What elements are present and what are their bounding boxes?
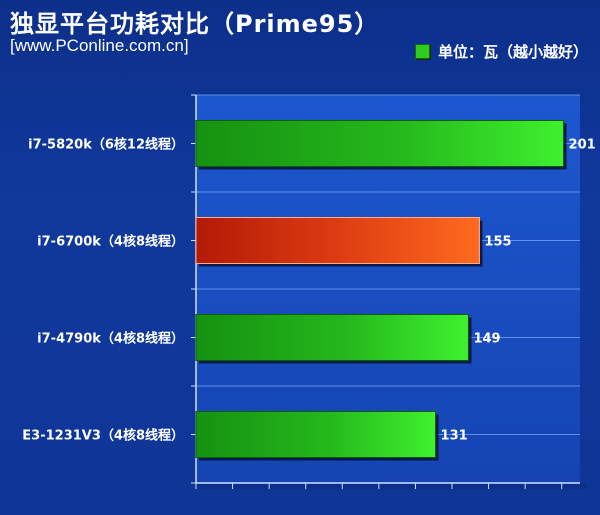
bar	[195, 411, 437, 458]
value-label: 201	[569, 138, 596, 153]
category-label: i7-4790k（4核8线程）	[37, 331, 184, 347]
value-label: 155	[484, 235, 511, 250]
bar	[195, 120, 565, 167]
plot-floor	[196, 483, 586, 489]
legend: 单位：瓦（越小越好）	[414, 41, 588, 61]
chart-title: 独显平台功耗对比（Prime95）	[10, 10, 380, 38]
category-label: i7-5820k（6核12线程）	[28, 137, 184, 153]
category-label: E3-1231V3（4核8线程）	[22, 428, 184, 444]
bar	[195, 314, 469, 361]
bar	[195, 217, 480, 264]
category-label: i7-6700k（4核8线程）	[37, 234, 184, 250]
legend-swatch-icon	[414, 43, 430, 59]
legend-label: 单位：瓦（越小越好）	[437, 42, 588, 61]
source-url: [www.PConline.com.cn]	[10, 36, 189, 55]
value-label: 131	[441, 429, 468, 444]
value-label: 149	[473, 332, 500, 347]
